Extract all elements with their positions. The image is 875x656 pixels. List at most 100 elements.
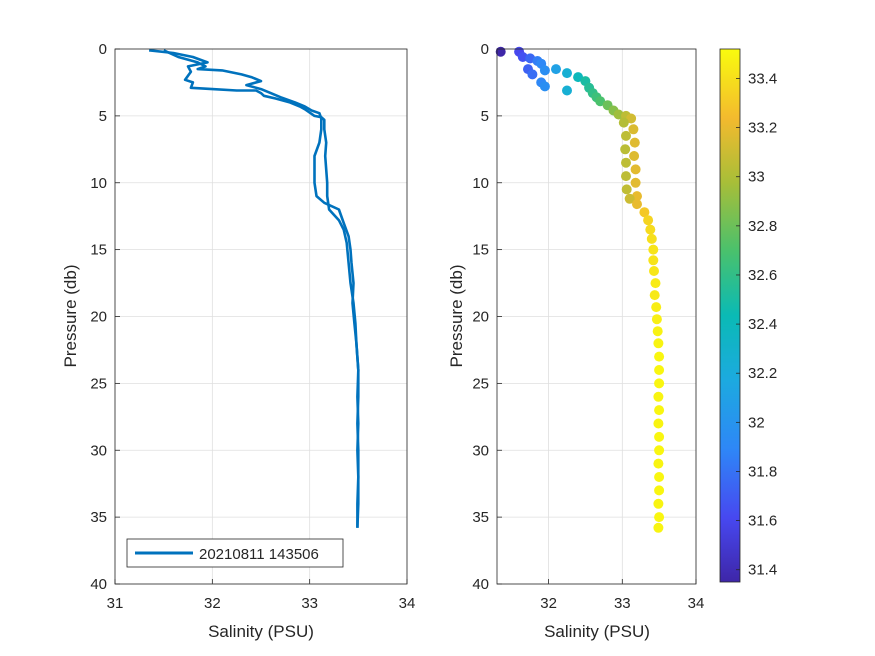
scatter-point bbox=[654, 472, 665, 482]
x-tick-label-left: 34 bbox=[399, 595, 416, 612]
colorbar-tick-label: 32 bbox=[748, 414, 765, 431]
scatter-point bbox=[573, 72, 584, 83]
legend-entry-label: 20210811 143506 bbox=[199, 546, 319, 563]
scatter-point bbox=[649, 266, 659, 276]
y-tick-label-right: 20 bbox=[472, 309, 489, 326]
y-tick-label-left: 35 bbox=[90, 509, 107, 526]
scatter-point bbox=[649, 290, 660, 301]
axes-frame-left bbox=[114, 48, 408, 585]
colorbar-tick-label: 32.8 bbox=[748, 218, 777, 235]
scatter-point bbox=[654, 445, 665, 456]
scatter-point bbox=[630, 164, 641, 175]
y-axis-label-right: Pressure (db) bbox=[447, 265, 466, 368]
colorbar-tick-label: 32.4 bbox=[748, 316, 777, 333]
y-tick-labels-left: 0 5 10 15 20 25 30 35 40 bbox=[90, 41, 107, 593]
scatter-point bbox=[527, 69, 538, 80]
colorbar-tick-label: 32.2 bbox=[748, 365, 777, 382]
colorbar-tick-labels: 31.4 31.6 31.8 32 32.2 32.4 32.6 32.8 33 33.2 33.4 bbox=[736, 70, 777, 579]
y-axis-label-left: Pressure (db) bbox=[61, 265, 80, 368]
scatter-point bbox=[643, 215, 654, 226]
scatter-point bbox=[654, 431, 665, 442]
y-tick-label-right: 5 bbox=[481, 108, 489, 125]
x-tick-labels-right: 32 33 34 bbox=[540, 595, 704, 612]
legend: 20210811 143506 bbox=[126, 538, 344, 568]
colorbar-tick-label: 31.6 bbox=[748, 513, 777, 530]
y-tick-label-right: 15 bbox=[472, 242, 489, 259]
colorbar-tick-label: 31.4 bbox=[748, 562, 777, 579]
scatter-point bbox=[651, 302, 662, 313]
scatter-point bbox=[621, 171, 631, 182]
scatter-point bbox=[654, 365, 665, 375]
x-tick-label-left: 33 bbox=[301, 595, 318, 612]
scatter-point bbox=[653, 391, 664, 402]
y-tick-label-left: 15 bbox=[90, 242, 107, 259]
y-tick-label-left: 40 bbox=[90, 576, 107, 593]
y-tick-label-left: 30 bbox=[90, 442, 107, 459]
scatter-point bbox=[653, 418, 664, 429]
scatter-point bbox=[620, 144, 631, 155]
colorbar-tick-label: 33 bbox=[748, 169, 765, 186]
scatter-point bbox=[648, 244, 659, 255]
colorbar-tick-label: 31.8 bbox=[748, 463, 777, 480]
scatter-point bbox=[652, 326, 663, 337]
colorbar-tick-label: 32.6 bbox=[748, 267, 777, 284]
x-tick-label-right: 33 bbox=[614, 595, 631, 612]
y-tick-label-right: 25 bbox=[472, 375, 489, 392]
axes-frame-right bbox=[496, 48, 697, 585]
scatter-point bbox=[648, 255, 659, 266]
scatter-point bbox=[595, 96, 606, 107]
y-tick-label-left: 20 bbox=[90, 309, 107, 326]
scatter-point bbox=[653, 458, 664, 469]
y-tick-label-left: 5 bbox=[99, 108, 107, 125]
y-tick-labels-right: 0 5 10 15 20 25 30 35 40 bbox=[472, 41, 489, 593]
y-tick-label-left: 0 bbox=[99, 41, 107, 58]
scatter-point bbox=[628, 124, 639, 135]
y-tick-label-right: 10 bbox=[472, 175, 489, 192]
y-tick-label-right: 35 bbox=[472, 509, 489, 526]
x-tick-label-right: 34 bbox=[688, 595, 705, 612]
scatter-point bbox=[654, 351, 665, 362]
scatter-point bbox=[646, 233, 657, 244]
scatter-point bbox=[651, 314, 662, 325]
colorbar-tick-label: 33.2 bbox=[748, 120, 777, 137]
scatter-point bbox=[653, 522, 664, 533]
scatter-point bbox=[654, 485, 665, 496]
profile-line-2 bbox=[163, 49, 360, 528]
scatter-point bbox=[562, 85, 572, 96]
scatter-point bbox=[645, 224, 656, 235]
scatter-point bbox=[517, 52, 528, 62]
scatter-point bbox=[653, 338, 664, 349]
scatter-point bbox=[639, 207, 650, 218]
colorbar: 31.4 31.6 31.8 32 32.2 32.4 32.6 32.8 33 33.2 33.4 bbox=[719, 48, 777, 583]
scatter-point bbox=[653, 498, 664, 509]
scatter-point bbox=[632, 199, 642, 210]
y-tick-label-right: 30 bbox=[472, 442, 489, 459]
salinity-profile-scatter-plot: 32 33 34 0 5 10 15 20 25 30 35 40 Salinity (PSU) P… bbox=[447, 41, 704, 641]
series-layer-left bbox=[148, 49, 360, 528]
y-tick-label-right: 0 bbox=[481, 41, 489, 58]
x-tick-labels-left: 31 32 33 34 bbox=[107, 595, 416, 612]
x-axis-label-right: Salinity (PSU) bbox=[544, 622, 650, 641]
x-axis-label-left: Salinity (PSU) bbox=[208, 622, 314, 641]
scatter-point bbox=[621, 157, 631, 168]
scatter-point bbox=[621, 184, 632, 195]
scatter-point bbox=[562, 68, 572, 79]
scatter-point bbox=[613, 109, 624, 120]
y-tick-label-left: 10 bbox=[90, 175, 107, 192]
scatter-point bbox=[629, 137, 640, 148]
scatter-point bbox=[654, 378, 665, 389]
y-tick-label-left: 25 bbox=[90, 375, 107, 392]
y-tick-label-right: 40 bbox=[472, 576, 489, 593]
scatter-point bbox=[539, 65, 550, 76]
colorbar-tick-label: 33.4 bbox=[748, 70, 777, 87]
scatter-point bbox=[618, 117, 629, 128]
scatter-point bbox=[624, 193, 635, 204]
x-tick-label-right: 32 bbox=[540, 595, 557, 612]
colorbar-gradient bbox=[719, 48, 741, 583]
x-tick-label-left: 32 bbox=[204, 595, 221, 612]
scatter-point bbox=[630, 177, 641, 188]
scatter-point bbox=[539, 81, 550, 92]
scatter-point bbox=[626, 113, 637, 124]
scatter-point bbox=[629, 151, 640, 161]
